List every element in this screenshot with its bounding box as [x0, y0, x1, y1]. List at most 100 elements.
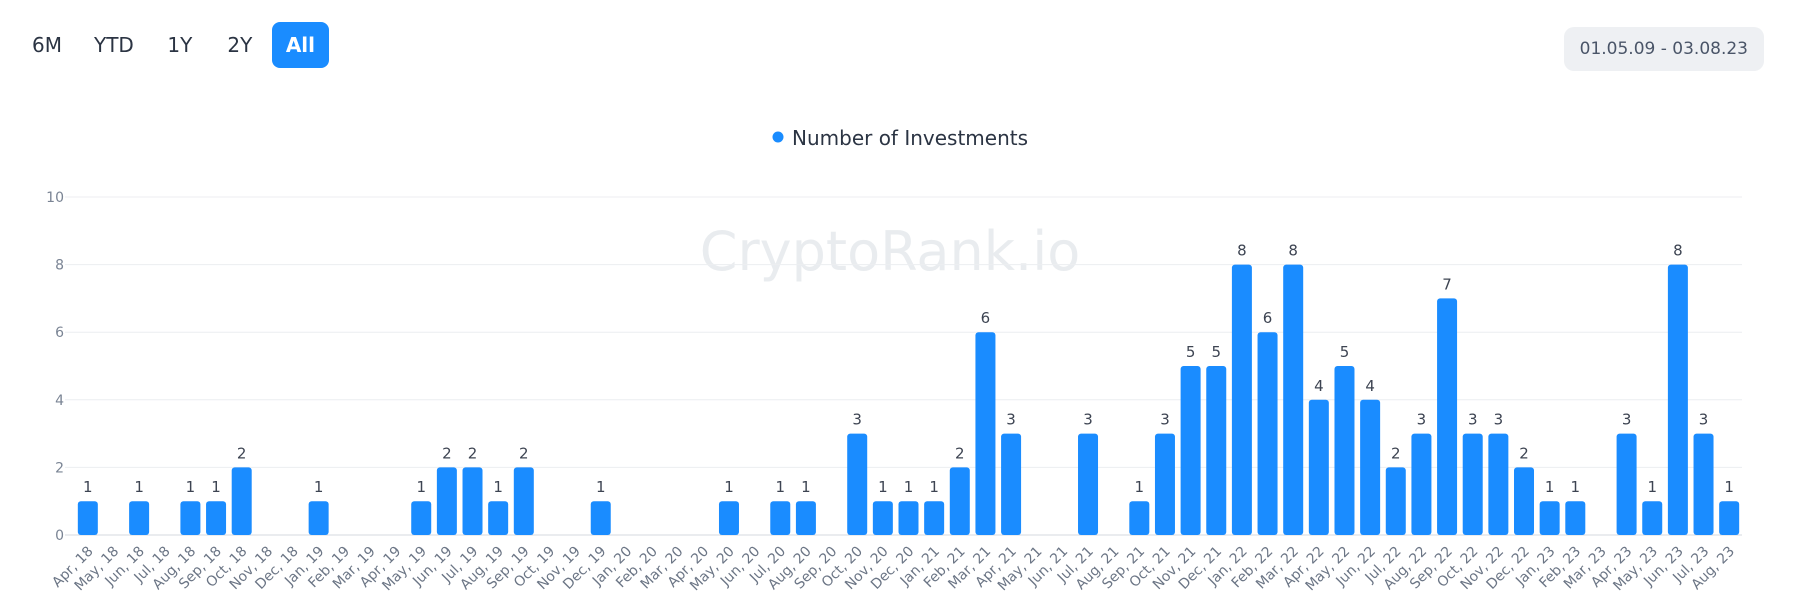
- data-label: 1: [186, 478, 196, 496]
- data-label: 5: [1211, 343, 1221, 361]
- data-label: 1: [1545, 478, 1555, 496]
- data-label: 3: [1083, 411, 1093, 429]
- data-label: 2: [1391, 444, 1401, 462]
- data-label: 5: [1186, 343, 1196, 361]
- bar[interactable]: [1411, 433, 1432, 535]
- bar[interactable]: [1565, 501, 1586, 535]
- data-label: 8: [1237, 242, 1247, 260]
- data-label: 3: [1494, 411, 1504, 429]
- bar[interactable]: [513, 467, 534, 535]
- watermark: CryptoRank.io: [700, 220, 1080, 283]
- bar[interactable]: [1539, 501, 1560, 535]
- bar[interactable]: [1616, 433, 1637, 535]
- range-button-6m[interactable]: 6M: [32, 33, 62, 57]
- bar[interactable]: [411, 501, 432, 535]
- bar[interactable]: [1488, 433, 1509, 535]
- bar[interactable]: [872, 501, 893, 535]
- data-label: 2: [955, 444, 965, 462]
- bar[interactable]: [847, 433, 868, 535]
- bar[interactable]: [1206, 366, 1227, 535]
- bar[interactable]: [1719, 501, 1740, 535]
- bar[interactable]: [1283, 264, 1304, 535]
- bar[interactable]: [1129, 501, 1150, 535]
- bar[interactable]: [1308, 399, 1329, 535]
- data-label: 3: [1417, 411, 1427, 429]
- data-label: 3: [1699, 411, 1709, 429]
- data-label: 1: [724, 478, 734, 496]
- bar[interactable]: [1001, 433, 1022, 535]
- y-tick-label: 2: [55, 460, 64, 476]
- data-label: 6: [1263, 309, 1273, 327]
- data-label: 8: [1288, 242, 1298, 260]
- bar[interactable]: [1693, 433, 1714, 535]
- data-label: 1: [493, 478, 503, 496]
- bar[interactable]: [898, 501, 919, 535]
- data-label: 8: [1673, 242, 1683, 260]
- data-label: 2: [237, 444, 247, 462]
- bar[interactable]: [1667, 264, 1688, 535]
- data-label: 1: [878, 478, 888, 496]
- bar[interactable]: [180, 501, 201, 535]
- data-label: 1: [1724, 478, 1734, 496]
- legend[interactable]: Number of Investments: [772, 126, 1029, 150]
- y-tick-label: 4: [55, 393, 64, 409]
- date-range-picker[interactable]: 01.05.09 - 03.08.23: [1563, 27, 1764, 71]
- data-label: 5: [1340, 343, 1350, 361]
- bar[interactable]: [949, 467, 970, 535]
- data-label: 3: [1160, 411, 1170, 429]
- data-label: 1: [801, 478, 811, 496]
- bar[interactable]: [1462, 433, 1483, 535]
- data-label: 1: [775, 478, 785, 496]
- data-label: 2: [442, 444, 452, 462]
- bar[interactable]: [1231, 264, 1252, 535]
- bar[interactable]: [1642, 501, 1663, 535]
- bar[interactable]: [231, 467, 252, 535]
- y-tick-label: 0: [55, 528, 64, 544]
- range-button-all[interactable]: All: [271, 22, 330, 68]
- data-label: 1: [1647, 478, 1657, 496]
- data-label: 1: [904, 478, 914, 496]
- data-label: 1: [596, 478, 606, 496]
- data-label: 3: [1622, 411, 1632, 429]
- bar[interactable]: [206, 501, 227, 535]
- legend-label: Number of Investments: [792, 126, 1028, 150]
- bar[interactable]: [436, 467, 457, 535]
- bar[interactable]: [1257, 332, 1278, 535]
- data-label: 6: [981, 309, 991, 327]
- bar[interactable]: [1154, 433, 1175, 535]
- bar[interactable]: [1437, 298, 1458, 535]
- data-label: 1: [1135, 478, 1145, 496]
- data-label: 2: [468, 444, 478, 462]
- data-label: 1: [83, 478, 93, 496]
- data-label: 2: [519, 444, 529, 462]
- y-tick-label: 8: [55, 258, 64, 274]
- data-label: 3: [1006, 411, 1016, 429]
- bar[interactable]: [1514, 467, 1535, 535]
- range-button-1y[interactable]: 1Y: [167, 33, 193, 57]
- bar[interactable]: [129, 501, 150, 535]
- bar[interactable]: [77, 501, 98, 535]
- data-label: 1: [1571, 478, 1581, 496]
- bar[interactable]: [975, 332, 996, 535]
- data-label: 4: [1365, 377, 1375, 395]
- range-button-2y[interactable]: 2Y: [227, 33, 253, 57]
- bar[interactable]: [1334, 366, 1355, 535]
- data-label: 1: [314, 478, 324, 496]
- bar[interactable]: [1360, 399, 1381, 535]
- bar[interactable]: [795, 501, 816, 535]
- bar[interactable]: [462, 467, 483, 535]
- range-button-ytd[interactable]: YTD: [93, 33, 134, 57]
- bar[interactable]: [1180, 366, 1201, 535]
- bar[interactable]: [1385, 467, 1406, 535]
- bar[interactable]: [308, 501, 329, 535]
- bar[interactable]: [590, 501, 611, 535]
- data-label: 1: [211, 478, 221, 496]
- bar[interactable]: [488, 501, 509, 535]
- bar[interactable]: [718, 501, 739, 535]
- bar[interactable]: [924, 501, 945, 535]
- bar[interactable]: [1078, 433, 1099, 535]
- data-label: 4: [1314, 377, 1324, 395]
- bar[interactable]: [770, 501, 791, 535]
- y-tick-label: 6: [55, 325, 64, 341]
